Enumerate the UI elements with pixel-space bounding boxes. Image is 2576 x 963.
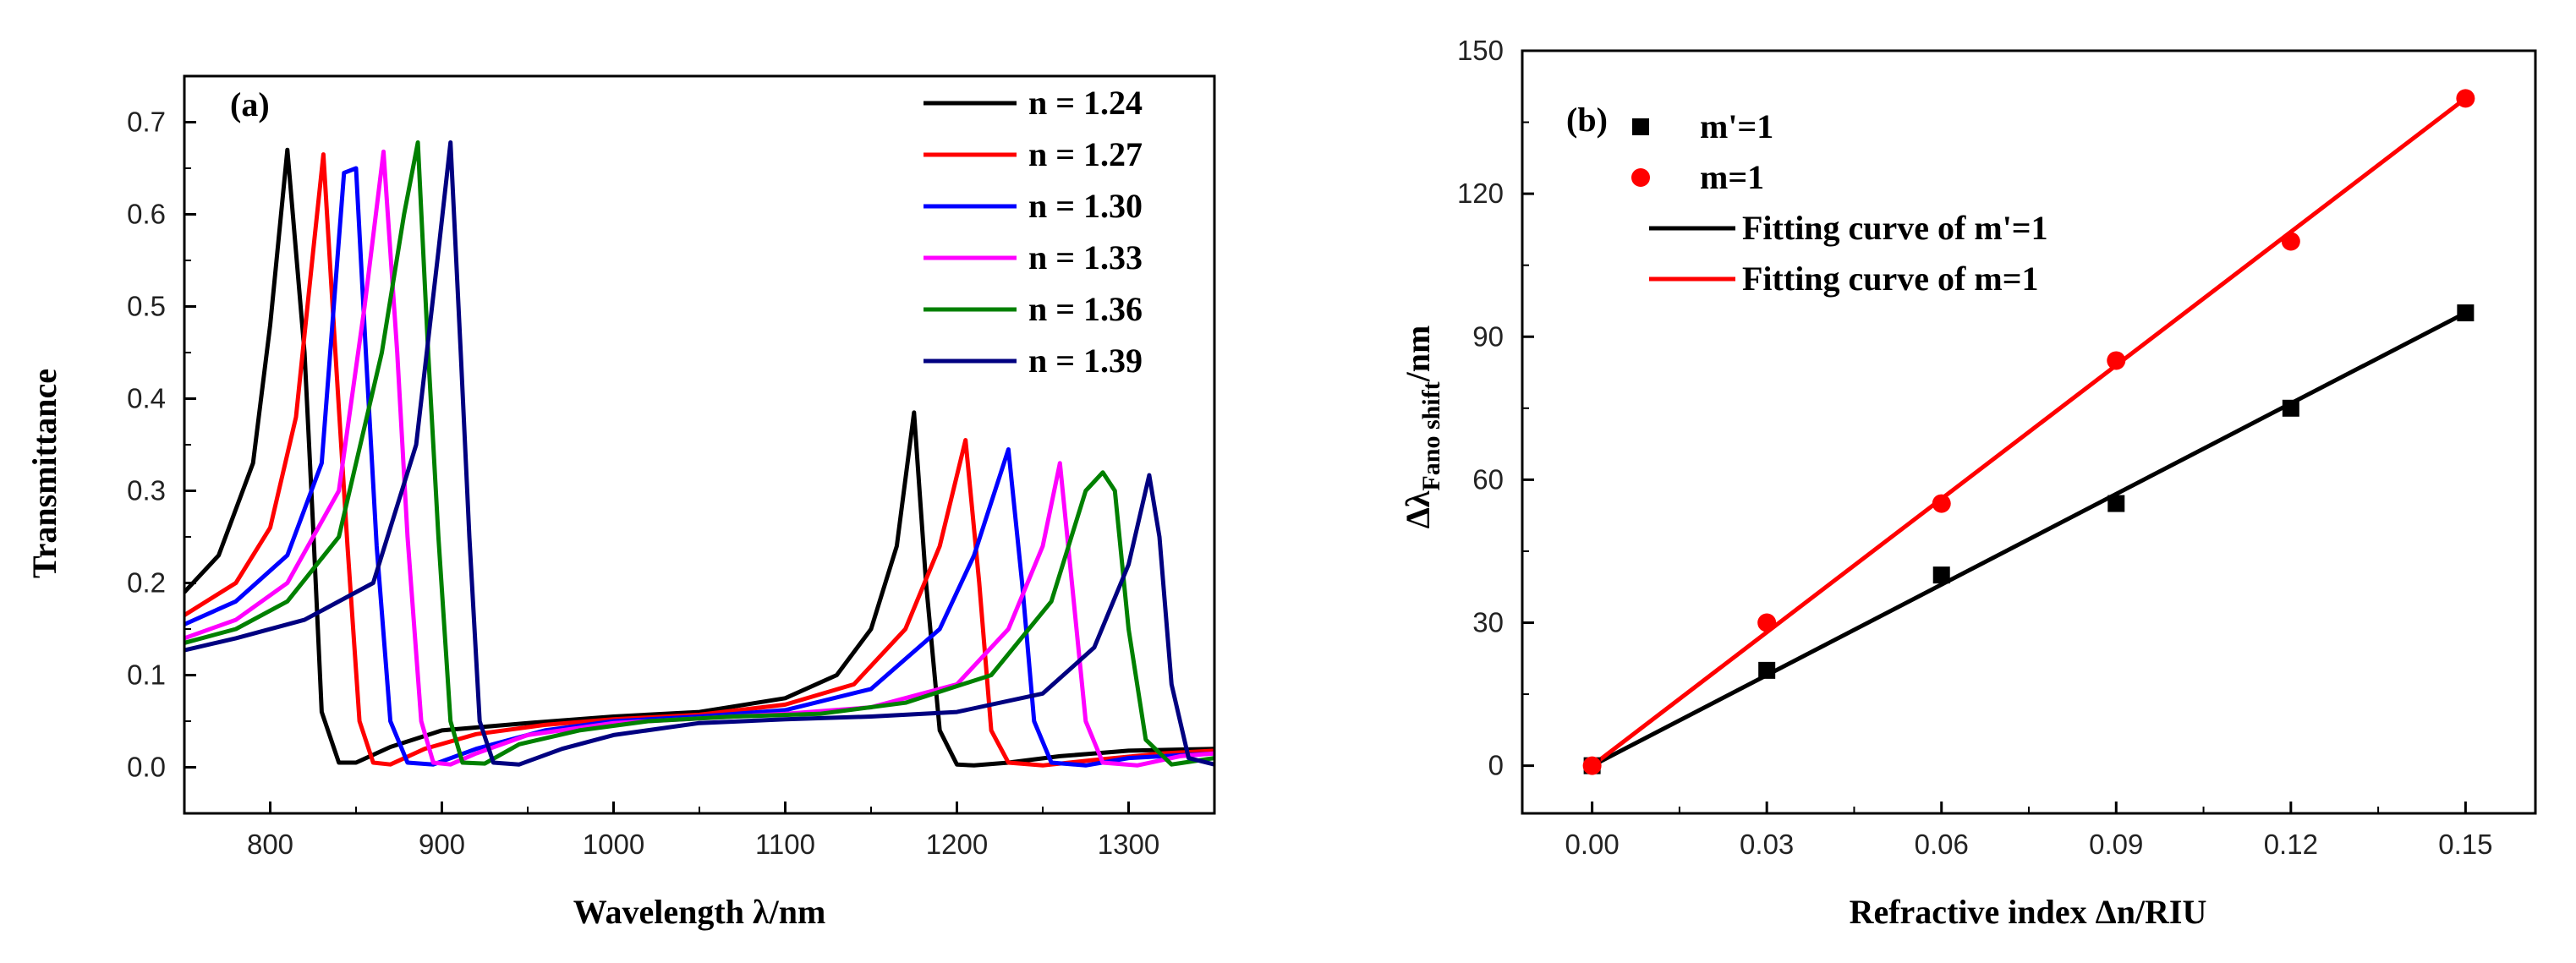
x-tick-label-b: 0.15: [2438, 829, 2492, 860]
x-tick-label-a: 1300: [1098, 829, 1159, 860]
legend-label-a: n = 1.27: [1028, 135, 1143, 173]
data-point-circle: [2107, 351, 2126, 370]
x-tick-label-a: 1200: [926, 829, 988, 860]
legend-label-a: n = 1.33: [1028, 238, 1143, 276]
data-point-circle: [1932, 494, 1951, 513]
series-line-124: [184, 147, 1214, 768]
fit-line: [1591, 310, 2467, 768]
legend-label-b: m'=1: [1700, 107, 1773, 145]
y-tick-label-a: 0.7: [127, 107, 166, 138]
data-point-square: [1932, 566, 1950, 584]
data-point-square: [2107, 495, 2125, 512]
legend-marker-b: [1631, 168, 1650, 187]
y-tick-label-a: 0.4: [127, 383, 166, 414]
x-tick-label-b: 0.06: [1915, 829, 1969, 860]
legend-label-a: n = 1.24: [1028, 84, 1143, 122]
y-tick-label-b: 90: [1472, 320, 1504, 352]
legend-label-a: n = 1.30: [1028, 187, 1143, 225]
x-tick-label-b: 0.12: [2264, 829, 2318, 860]
y-tick-label-b: 0: [1488, 750, 1504, 781]
fit-line: [1591, 96, 2467, 768]
legend-label-b: Fitting curve of m=1: [1742, 260, 2039, 298]
legend-label-a: n = 1.39: [1028, 342, 1143, 380]
y-tick-label-a: 0.1: [127, 659, 166, 691]
y-tick-label-a: 0.5: [127, 291, 166, 322]
y-tick-label-a: 0.6: [127, 199, 166, 230]
legend-label-a: n = 1.36: [1028, 290, 1143, 328]
data-point-square: [1758, 661, 1776, 679]
x-axis-label-b: Refractive index Δn/RIU: [1850, 893, 2207, 931]
legend-label-b: Fitting curve of m'=1: [1742, 209, 2048, 247]
series-line-139: [184, 140, 1214, 767]
panel-label-a: (a): [230, 85, 270, 123]
x-tick-label-a: 900: [419, 829, 465, 860]
y-axis-label-b-unit: /nm: [1399, 326, 1437, 383]
data-point-circle: [2281, 232, 2300, 251]
y-tick-label-b: 150: [1457, 35, 1504, 66]
y-tick-label-b: 60: [1472, 463, 1504, 495]
x-tick-label-b: 0.00: [1565, 829, 1620, 860]
y-tick-label-a: 0.2: [127, 567, 166, 599]
data-point-circle: [2456, 89, 2475, 108]
y-tick-label-b: 120: [1457, 178, 1504, 209]
data-point-circle: [1757, 613, 1777, 632]
series-line-127: [184, 152, 1214, 768]
data-point-circle: [1582, 756, 1602, 775]
series-line-133: [184, 149, 1214, 768]
x-axis-label-a: Wavelength λ/nm: [573, 893, 826, 931]
x-tick-label-b: 0.09: [2089, 829, 2143, 860]
y-axis-label-b-main: Δλ: [1399, 490, 1437, 528]
y-axis-label-b: ΔλFano shift/nm: [1399, 326, 1445, 529]
y-axis-label-b-sub: Fano shift: [1417, 381, 1445, 490]
y-tick-label-a: 0.3: [127, 475, 166, 506]
panel-label-b: (b): [1566, 101, 1608, 139]
y-tick-label-b: 30: [1472, 607, 1504, 638]
legend-marker-b: [1632, 118, 1649, 135]
x-tick-label-b: 0.03: [1740, 829, 1794, 860]
data-point-square: [2457, 304, 2475, 322]
panel-b: 0.00 0.03 0.06 0.09 0.12 0.15 0 30 60 90 120 150 (b…: [1399, 35, 2537, 931]
series-line-136: [184, 140, 1214, 767]
y-axis-label-a: Transmittance: [25, 369, 63, 578]
data-point-square: [2282, 399, 2299, 417]
x-tick-label-a: 1100: [755, 829, 815, 860]
panel-a: 800 900 1000 1100 1200 1300 0.0 0.1 0.2 0.3 0.4 0.5…: [25, 74, 1216, 931]
x-tick-label-a: 800: [247, 829, 293, 860]
legend-label-b: m=1: [1700, 158, 1764, 196]
x-tick-label-a: 1000: [583, 829, 644, 860]
y-tick-label-a: 0.0: [127, 752, 166, 783]
